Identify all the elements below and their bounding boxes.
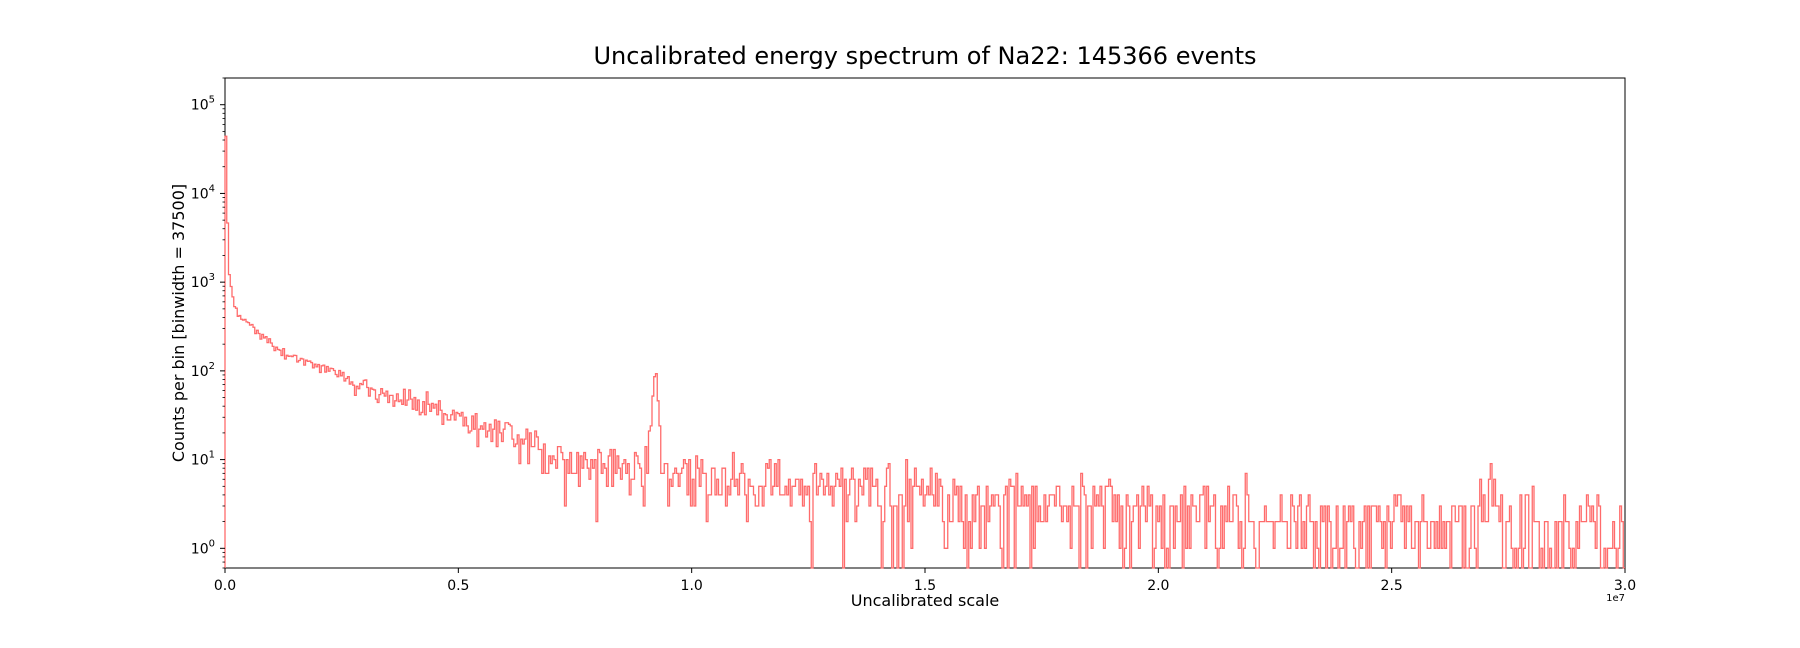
x-axis-offset-label: 1e7 — [1606, 593, 1625, 604]
x-tick-label: 1.5 — [914, 578, 936, 594]
x-tick-label: 2.5 — [1381, 578, 1403, 594]
x-tick-label: 0.0 — [214, 578, 236, 594]
y-tick-base: 10 — [191, 364, 209, 380]
y-axis-label: Counts per bin [binwidth = 37500] — [169, 184, 188, 462]
y-tick-base: 10 — [191, 98, 209, 114]
y-tick-exponent: 2 — [209, 361, 215, 372]
chart-title: Uncalibrated energy spectrum of Na22: 14… — [593, 42, 1256, 70]
x-axis-ticks: 0.0 0.5 1.0 1.5 2.0 2.5 3.0 — [214, 568, 1636, 594]
histogram-line — [224, 135, 1625, 569]
y-tick-label: 102 — [191, 361, 215, 380]
x-tick-label: 3.0 — [1614, 578, 1636, 594]
x-tick-label: 1.0 — [681, 578, 703, 594]
y-tick-exponent: 3 — [209, 272, 215, 283]
y-tick-label: 103 — [191, 272, 215, 291]
x-axis-label: Uncalibrated scale — [851, 591, 999, 610]
y-tick-label: 105 — [191, 95, 215, 114]
y-tick-base: 10 — [191, 453, 209, 469]
y-tick-base: 10 — [191, 541, 209, 557]
y-tick-exponent: 4 — [209, 183, 215, 194]
y-tick-exponent: 1 — [209, 450, 215, 461]
y-tick-label: 101 — [191, 450, 215, 469]
y-tick-label: 104 — [191, 183, 215, 202]
y-tick-exponent: 0 — [209, 538, 215, 549]
y-tick-label: 100 — [191, 538, 215, 557]
x-tick-label: 0.5 — [447, 578, 469, 594]
y-tick-base: 10 — [191, 186, 209, 202]
y-tick-exponent: 5 — [209, 95, 215, 106]
x-tick-label: 2.0 — [1147, 578, 1169, 594]
y-tick-base: 10 — [191, 275, 209, 291]
